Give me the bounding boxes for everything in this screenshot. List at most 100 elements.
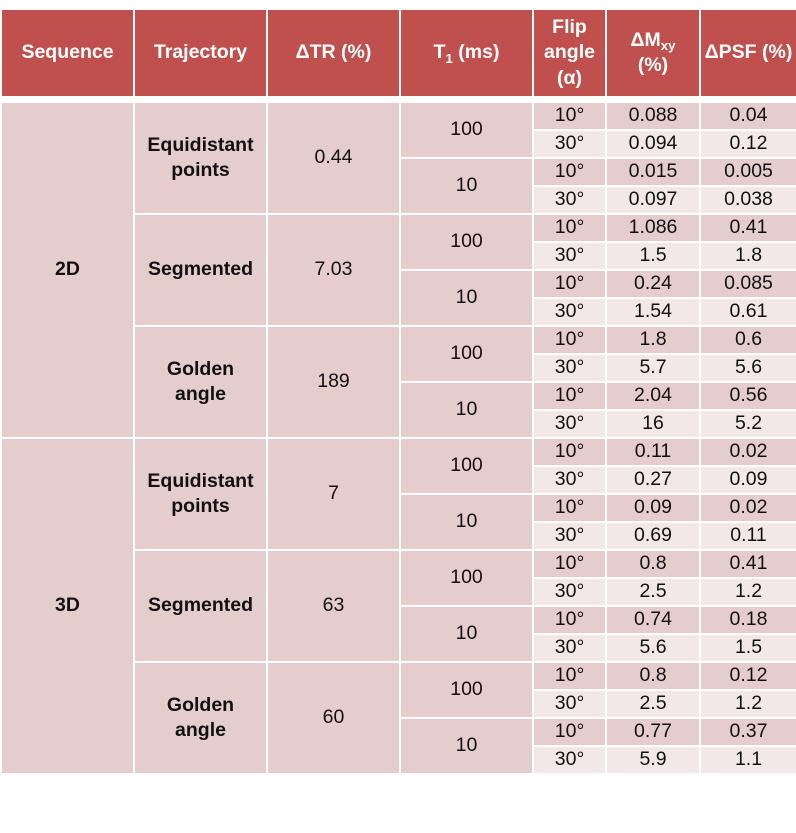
delta-mxy-cell: 1.5	[605, 241, 701, 271]
header-sequence: Sequence	[0, 8, 135, 98]
header-delta-tr: ΔTR (%)	[266, 8, 401, 98]
delta-mxy-cell: 0.09	[605, 493, 701, 523]
delta-mxy-cell: 0.69	[605, 521, 701, 551]
delta-mxy-cell: 0.24	[605, 269, 701, 299]
t1-cell: 100	[399, 325, 534, 383]
t1-cell: 10	[399, 381, 534, 439]
trajectory-line1: Equidistant	[147, 469, 254, 492]
delta-psf-cell: 5.2	[699, 409, 796, 439]
delta-psf-cell: 0.12	[699, 129, 796, 159]
t1-cell: 10	[399, 157, 534, 215]
flip-angle-cell: 10°	[532, 381, 607, 411]
delta-tr-cell: 189	[266, 325, 401, 439]
sequence-cell: 3D	[0, 437, 135, 775]
flip-angle-cell: 10°	[532, 437, 607, 467]
flip-angle-cell: 30°	[532, 185, 607, 215]
header-flip-angle: Flip angle (α)	[532, 8, 607, 98]
header-delta-psf: ΔPSF (%)	[699, 8, 796, 98]
header-t1-unit: (ms)	[452, 41, 500, 64]
t1-cell: 100	[399, 661, 534, 719]
trajectory-cell: Segmented	[133, 213, 268, 327]
t1-cell: 100	[399, 437, 534, 495]
header-dm-main: ΔM	[630, 28, 661, 51]
delta-mxy-cell: 0.094	[605, 129, 701, 159]
delta-mxy-cell: 0.8	[605, 549, 701, 579]
delta-mxy-cell: 5.9	[605, 745, 701, 775]
table-row: Segmented 7.03 100 10° 1.086 0.41	[1, 213, 796, 327]
delta-mxy-cell: 1.086	[605, 213, 701, 243]
table-row: 30° 2.5 1.2	[1, 689, 796, 719]
t1-cell: 10	[399, 269, 534, 327]
delta-psf-cell: 0.085	[699, 269, 796, 299]
delta-psf-cell: 0.12	[699, 661, 796, 691]
delta-tr-cell: 0.44	[266, 101, 401, 215]
delta-psf-cell: 0.6	[699, 325, 796, 355]
flip-angle-cell: 30°	[532, 129, 607, 159]
delta-psf-cell: 0.41	[699, 549, 796, 579]
trajectory-cell: Segmented	[133, 549, 268, 663]
delta-mxy-cell: 5.6	[605, 633, 701, 663]
flip-angle-cell: 10°	[532, 101, 607, 131]
flip-angle-cell: 30°	[532, 409, 607, 439]
delta-mxy-cell: 2.04	[605, 381, 701, 411]
trajectory-line1: Segmented	[147, 594, 254, 617]
trajectory-cell: Equidistant points	[133, 437, 268, 551]
delta-psf-cell: 1.8	[699, 241, 796, 271]
delta-psf-cell: 0.11	[699, 521, 796, 551]
t1-cell: 100	[399, 213, 534, 271]
trajectory-line2: angle	[175, 719, 226, 741]
flip-angle-cell: 10°	[532, 717, 607, 747]
trajectory-cell: Golden angle	[133, 325, 268, 439]
trajectory-cell: Equidistant points	[133, 101, 268, 215]
delta-psf-cell: 0.02	[699, 493, 796, 523]
flip-angle-cell: 30°	[532, 241, 607, 271]
flip-angle-cell: 10°	[532, 325, 607, 355]
header-flip-line2: angle	[544, 41, 595, 64]
t1-cell: 100	[399, 101, 534, 159]
flip-angle-cell: 30°	[532, 297, 607, 327]
delta-mxy-cell: 0.11	[605, 437, 701, 467]
header-delta-mxy: ΔMxy (%)	[605, 8, 701, 98]
header-t1-subscript: 1	[445, 50, 453, 66]
table-row: 10 10° 0.77 0.37	[1, 717, 796, 775]
delta-tr-cell: 63	[266, 549, 401, 663]
trajectory-line2: angle	[175, 383, 226, 405]
delta-mxy-cell: 0.74	[605, 605, 701, 635]
trajectory-line2: points	[171, 159, 230, 181]
table-row: 3D Equidistant points 7 100 10° 0.11 0.02	[0, 437, 796, 775]
table-row: 10 10° 0.24 0.085	[1, 269, 796, 327]
delta-psf-cell: 0.41	[699, 213, 796, 243]
trajectory-line1: Equidistant	[147, 133, 254, 156]
header-trajectory: Trajectory	[133, 8, 268, 98]
delta-mxy-cell: 1.54	[605, 297, 701, 327]
delta-tr-cell: 7	[266, 437, 401, 551]
table-row: 10 10° 0.015 0.005	[1, 157, 796, 215]
table-row: 30° 0.69 0.11	[1, 521, 796, 551]
table-row: 30° 2.5 1.2	[1, 577, 796, 607]
delta-psf-cell: 0.09	[699, 465, 796, 495]
header-t1: T1 (ms)	[399, 8, 534, 98]
flip-angle-cell: 10°	[532, 549, 607, 579]
delta-psf-cell: 1.2	[699, 689, 796, 719]
sequence-cell: 2D	[0, 101, 135, 439]
flip-angle-cell: 30°	[532, 353, 607, 383]
table-row: 30° 0.27 0.09	[1, 465, 796, 495]
delta-psf-cell: 0.04	[699, 101, 796, 131]
flip-angle-cell: 10°	[532, 661, 607, 691]
delta-tr-cell: 60	[266, 661, 401, 775]
t1-cell: 10	[399, 493, 534, 551]
flip-angle-cell: 30°	[532, 465, 607, 495]
table-row: Golden angle 189 100 10° 1.8 0.6	[1, 325, 796, 439]
table-row: 30° 1.5 1.8	[1, 241, 796, 271]
results-table: Sequence Trajectory ΔTR (%) T1 (ms) Flip…	[0, 8, 796, 775]
t1-cell: 100	[399, 549, 534, 607]
trajectory-line1: Golden	[166, 693, 235, 716]
delta-mxy-cell: 16	[605, 409, 701, 439]
delta-mxy-cell: 0.8	[605, 661, 701, 691]
flip-angle-cell: 30°	[532, 577, 607, 607]
delta-psf-cell: 5.6	[699, 353, 796, 383]
table-row: 30° 1.54 0.61	[1, 297, 796, 327]
trajectory-line1: Segmented	[147, 258, 254, 281]
flip-angle-cell: 30°	[532, 745, 607, 775]
flip-angle-cell: 10°	[532, 157, 607, 187]
